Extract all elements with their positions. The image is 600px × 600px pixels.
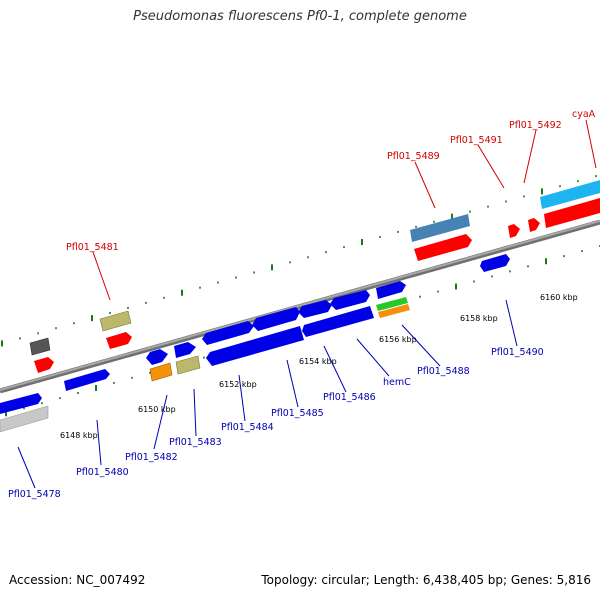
- gene-arrow[interactable]: [330, 290, 370, 310]
- gene-arrow[interactable]: [376, 297, 408, 311]
- gene-arrow[interactable]: [175, 355, 201, 375]
- gene-arrow[interactable]: [480, 254, 510, 272]
- gene-label-pfl01-5478[interactable]: Pfl01_5478: [8, 489, 61, 500]
- gene-label-pfl01-5486[interactable]: Pfl01_5486: [323, 392, 376, 403]
- gene-label-pfl01-5481[interactable]: Pfl01_5481: [66, 242, 119, 253]
- gene-label-pfl01-5485[interactable]: Pfl01_5485: [271, 408, 324, 419]
- gene-arrow[interactable]: [252, 307, 300, 331]
- scale-label: 6148 kbp: [60, 431, 98, 440]
- callout-lines: [17, 119, 597, 489]
- scale-label: 6150 kbp: [138, 405, 176, 414]
- scale-label: 6156 kbp: [379, 335, 417, 344]
- gene-arrow[interactable]: [298, 300, 332, 318]
- scale-label: 6158 kbp: [460, 314, 498, 323]
- genome-backbone: [0, 219, 600, 394]
- gene-label-pfl01-5489[interactable]: Pfl01_5489: [387, 151, 440, 162]
- gene-label-pfl01-5488[interactable]: Pfl01_5488: [417, 366, 470, 377]
- gene-arrow[interactable]: [202, 321, 254, 345]
- scale-label: 6160 kbp: [540, 293, 578, 302]
- gene-label-hemc[interactable]: hemC: [383, 377, 411, 388]
- gene-arrow[interactable]: [414, 234, 472, 261]
- map-title: Pseudomonas fluorescens Pf0-1, complete …: [133, 9, 467, 24]
- gene-label-pfl01-5482[interactable]: Pfl01_5482: [125, 452, 178, 463]
- gene-labels: Pfl01_5478 Pfl01_5480 Pfl01_5481 Pfl01_5…: [8, 109, 596, 500]
- gene-label-pfl01-5480[interactable]: Pfl01_5480: [76, 467, 129, 478]
- gene-label-pfl01-5491[interactable]: Pfl01_5491: [450, 135, 503, 146]
- scale-ticks-upper: [1, 175, 597, 347]
- gene-arrow[interactable]: [99, 310, 132, 332]
- gene-label-pfl01-5483[interactable]: Pfl01_5483: [169, 437, 222, 448]
- gene-arrow[interactable]: [528, 218, 540, 232]
- gene-label-pfl01-5490[interactable]: Pfl01_5490: [491, 347, 544, 358]
- genome-summary-text: Topology: circular; Length: 6,438,405 bp…: [261, 573, 591, 587]
- gene-label-cyaa[interactable]: cyaA: [572, 109, 596, 120]
- gene-arrow[interactable]: [376, 281, 406, 299]
- gene-arrow[interactable]: [0, 393, 42, 414]
- gene-arrow[interactable]: [206, 326, 304, 366]
- gene-arrow[interactable]: [34, 357, 54, 373]
- gene-arrow[interactable]: [106, 332, 132, 349]
- gene-features: [0, 180, 600, 433]
- gene-arrow[interactable]: [149, 362, 173, 382]
- gene-arrow[interactable]: [64, 369, 110, 391]
- gene-arrow[interactable]: [174, 342, 196, 358]
- gene-arrow[interactable]: [410, 214, 470, 242]
- gene-arrow[interactable]: [146, 349, 168, 365]
- scale-label: 6152 kbp: [219, 380, 257, 389]
- gene-label-pfl01-5484[interactable]: Pfl01_5484: [221, 422, 274, 433]
- gene-label-pfl01-5492[interactable]: Pfl01_5492: [509, 120, 562, 131]
- gene-arrow[interactable]: [544, 198, 600, 228]
- gene-arrow[interactable]: [540, 180, 600, 209]
- scale-labels: 6148 kbp 6150 kbp 6152 kbp 6154 kbp 6156…: [60, 293, 578, 440]
- gene-arrow[interactable]: [378, 304, 410, 318]
- gene-arrow[interactable]: [508, 224, 520, 238]
- gene-arrow[interactable]: [29, 337, 51, 356]
- accession-text: Accession: NC_007492: [9, 573, 146, 587]
- gene-arrow[interactable]: [302, 306, 374, 337]
- gene-arrow[interactable]: [0, 405, 49, 433]
- scale-label: 6154 kbp: [299, 357, 337, 366]
